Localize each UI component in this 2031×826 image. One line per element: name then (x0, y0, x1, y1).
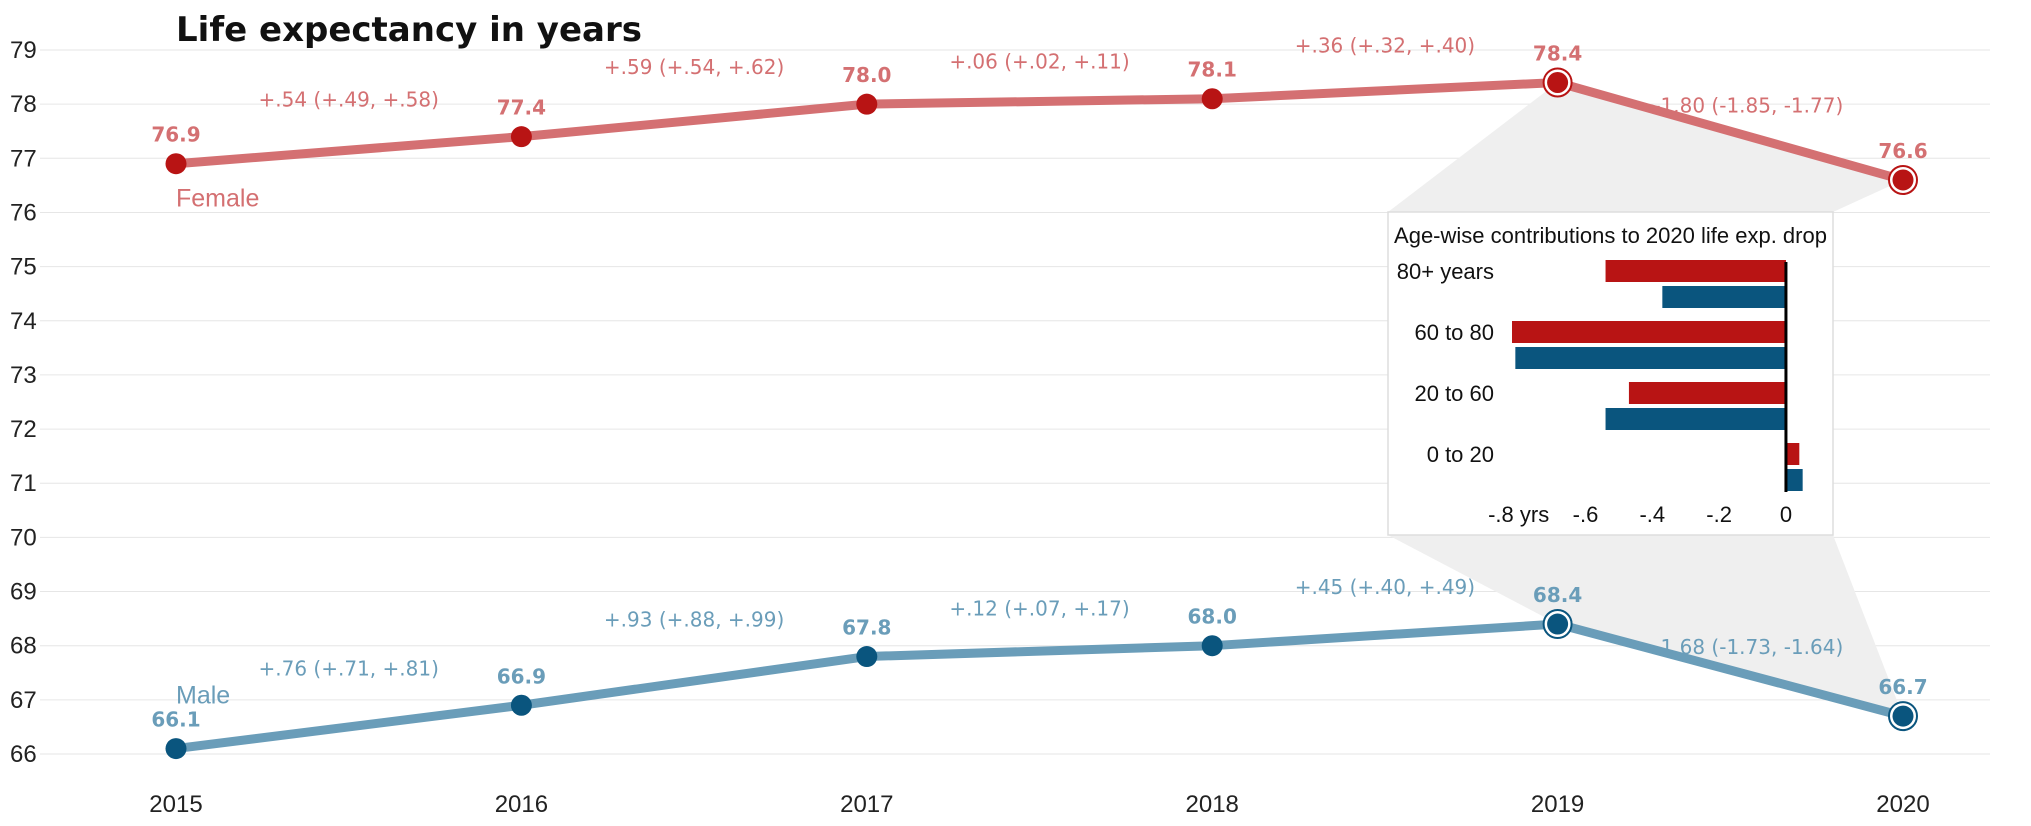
y-tick-label: 71 (10, 470, 37, 497)
inset-x-tick-label: -.4 (1639, 502, 1665, 527)
data-point (856, 646, 878, 668)
x-tick-label: 2015 (149, 791, 202, 818)
inset-x-tick-label: -.6 (1573, 502, 1599, 527)
series-line-female (171, 77, 1908, 185)
series-name-male: Male (176, 682, 230, 710)
y-tick-label: 76 (10, 199, 37, 226)
inset-bar-female (1605, 260, 1786, 282)
series-line-male (171, 619, 1908, 754)
point-value-label: 66.7 (1878, 675, 1927, 699)
inset-x-tick-label: 0 (1780, 502, 1792, 527)
data-labels: 76.9 77.4 78.0 78.1 78.4 76.6 +.54 (+.49, +.58… (151, 33, 1927, 731)
data-point (510, 694, 532, 716)
point-value-label: 78.4 (1533, 41, 1582, 65)
change-label: +.54 (+.49, +.58) (259, 88, 439, 112)
change-label: -1.68 (-1.73, -1.64) (1653, 635, 1843, 659)
series-name-female: Female (176, 185, 259, 213)
x-tick-label: 2020 (1876, 791, 1929, 818)
point-value-label: 67.8 (842, 616, 891, 640)
change-label: +.76 (+.71, +.81) (259, 656, 439, 680)
x-tick-label: 2017 (840, 791, 893, 818)
y-tick-label: 66 (10, 741, 37, 768)
inset-category-label: 80+ years (1397, 259, 1494, 284)
inset-bar-male (1515, 347, 1786, 369)
change-label: +.06 (+.02, +.11) (949, 50, 1129, 74)
change-label: +.36 (+.32, +.40) (1295, 33, 1475, 57)
y-tick-label: 72 (10, 416, 37, 443)
inset-bar-female (1512, 321, 1786, 343)
data-point (165, 153, 187, 175)
inset-bar-male (1662, 286, 1786, 308)
inset-bar-male (1785, 469, 1803, 491)
data-point (165, 738, 187, 760)
point-value-label: 76.9 (151, 123, 200, 147)
point-value-label: 68.4 (1533, 583, 1582, 607)
inset-bar-male (1605, 408, 1786, 430)
point-value-label: 68.0 (1188, 605, 1237, 629)
inset-bar-chart: Age-wise contributions to 2020 life exp.… (1387, 211, 1834, 536)
data-point (1892, 169, 1914, 191)
y-tick-label: 68 (10, 633, 37, 660)
data-point (856, 93, 878, 115)
data-point (1892, 705, 1914, 727)
x-axis-ticks: 2015 2016 2017 2018 2019 2020 (149, 791, 1929, 818)
y-tick-label: 75 (10, 254, 37, 281)
point-value-label: 78.1 (1188, 58, 1237, 82)
inset-bar-female (1785, 443, 1800, 465)
data-point (1547, 71, 1569, 93)
point-value-label: 66.1 (151, 708, 200, 732)
y-tick-label: 69 (10, 579, 37, 606)
x-tick-label: 2016 (495, 791, 548, 818)
data-point (510, 126, 532, 148)
y-tick-label: 79 (10, 37, 37, 64)
change-label: -1.80 (-1.85, -1.77) (1653, 93, 1843, 117)
change-label: +.45 (+.40, +.49) (1295, 575, 1475, 599)
y-tick-label: 73 (10, 362, 37, 389)
y-tick-label: 78 (10, 91, 37, 118)
point-value-label: 77.4 (497, 96, 546, 120)
inset-category-label: 0 to 20 (1427, 442, 1494, 467)
point-value-label: 76.6 (1878, 139, 1927, 163)
chart-title: Life expectancy in years (176, 10, 642, 50)
inset-x-tick-label: -.2 (1706, 502, 1732, 527)
x-tick-label: 2019 (1531, 791, 1584, 818)
point-value-label: 78.0 (842, 63, 891, 87)
inset-category-label: 20 to 60 (1414, 381, 1494, 406)
inset-x-tick-label: -.8 yrs (1488, 502, 1549, 527)
y-tick-label: 77 (10, 145, 37, 172)
y-tick-label: 67 (10, 687, 37, 714)
inset-bar-female (1628, 382, 1786, 404)
data-point (1201, 88, 1223, 110)
change-label: +.93 (+.88, +.99) (604, 608, 784, 632)
data-point (1547, 613, 1569, 635)
data-point (1201, 635, 1223, 657)
y-tick-label: 74 (10, 308, 37, 335)
y-tick-label: 70 (10, 524, 37, 551)
x-tick-label: 2018 (1186, 791, 1239, 818)
change-label: +.12 (+.07, +.17) (949, 597, 1129, 621)
inset-category-label: 60 to 80 (1414, 320, 1494, 345)
change-label: +.59 (+.54, +.62) (604, 55, 784, 79)
series-lines (165, 67, 1918, 760)
y-axis-ticks: 66 67 68 69 70 71 72 73 74 75 76 77 78 79 (10, 37, 37, 768)
point-value-label: 66.9 (497, 664, 546, 688)
inset-title: Age-wise contributions to 2020 life exp.… (1394, 223, 1827, 248)
